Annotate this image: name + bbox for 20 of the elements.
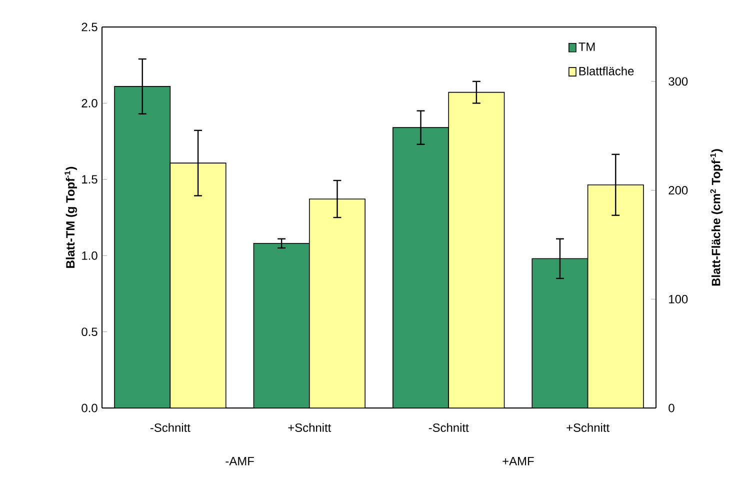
x-tick-label: +Schnitt <box>288 423 332 432</box>
y2-tick-label: 100 <box>669 294 688 304</box>
text: -AMF <box>226 457 254 466</box>
y-tick-label: 0.5 <box>82 328 98 336</box>
y2-tick-label: 300 <box>668 77 688 86</box>
y2-axis-title: Blatt-Fläche (cm$^{2}$ Topf$^{-1}$) <box>710 149 723 286</box>
y2-tick-label: 0 <box>668 404 674 412</box>
y-tick-label: 0.0 <box>82 404 98 412</box>
x-tick-label: -Schnitt <box>428 423 469 432</box>
text: +AMF <box>502 457 534 466</box>
x-tick-label: +Schnitt <box>566 423 610 432</box>
y-tick-label: 1.0 <box>82 251 98 260</box>
y2-tick-label: 200 <box>668 186 688 195</box>
y-tick-label: 2.5 <box>82 22 98 32</box>
x-tick-label: -Schnitt <box>150 423 190 432</box>
legend-label: Blattfläche <box>579 66 634 76</box>
y-tick-label: 1.5 <box>82 175 98 184</box>
y-axis-title: Blatt-TM (g Topf$^{-1}$) <box>64 166 78 268</box>
y-tick-label: 2.0 <box>82 98 98 108</box>
legend-label: TM <box>578 42 595 51</box>
